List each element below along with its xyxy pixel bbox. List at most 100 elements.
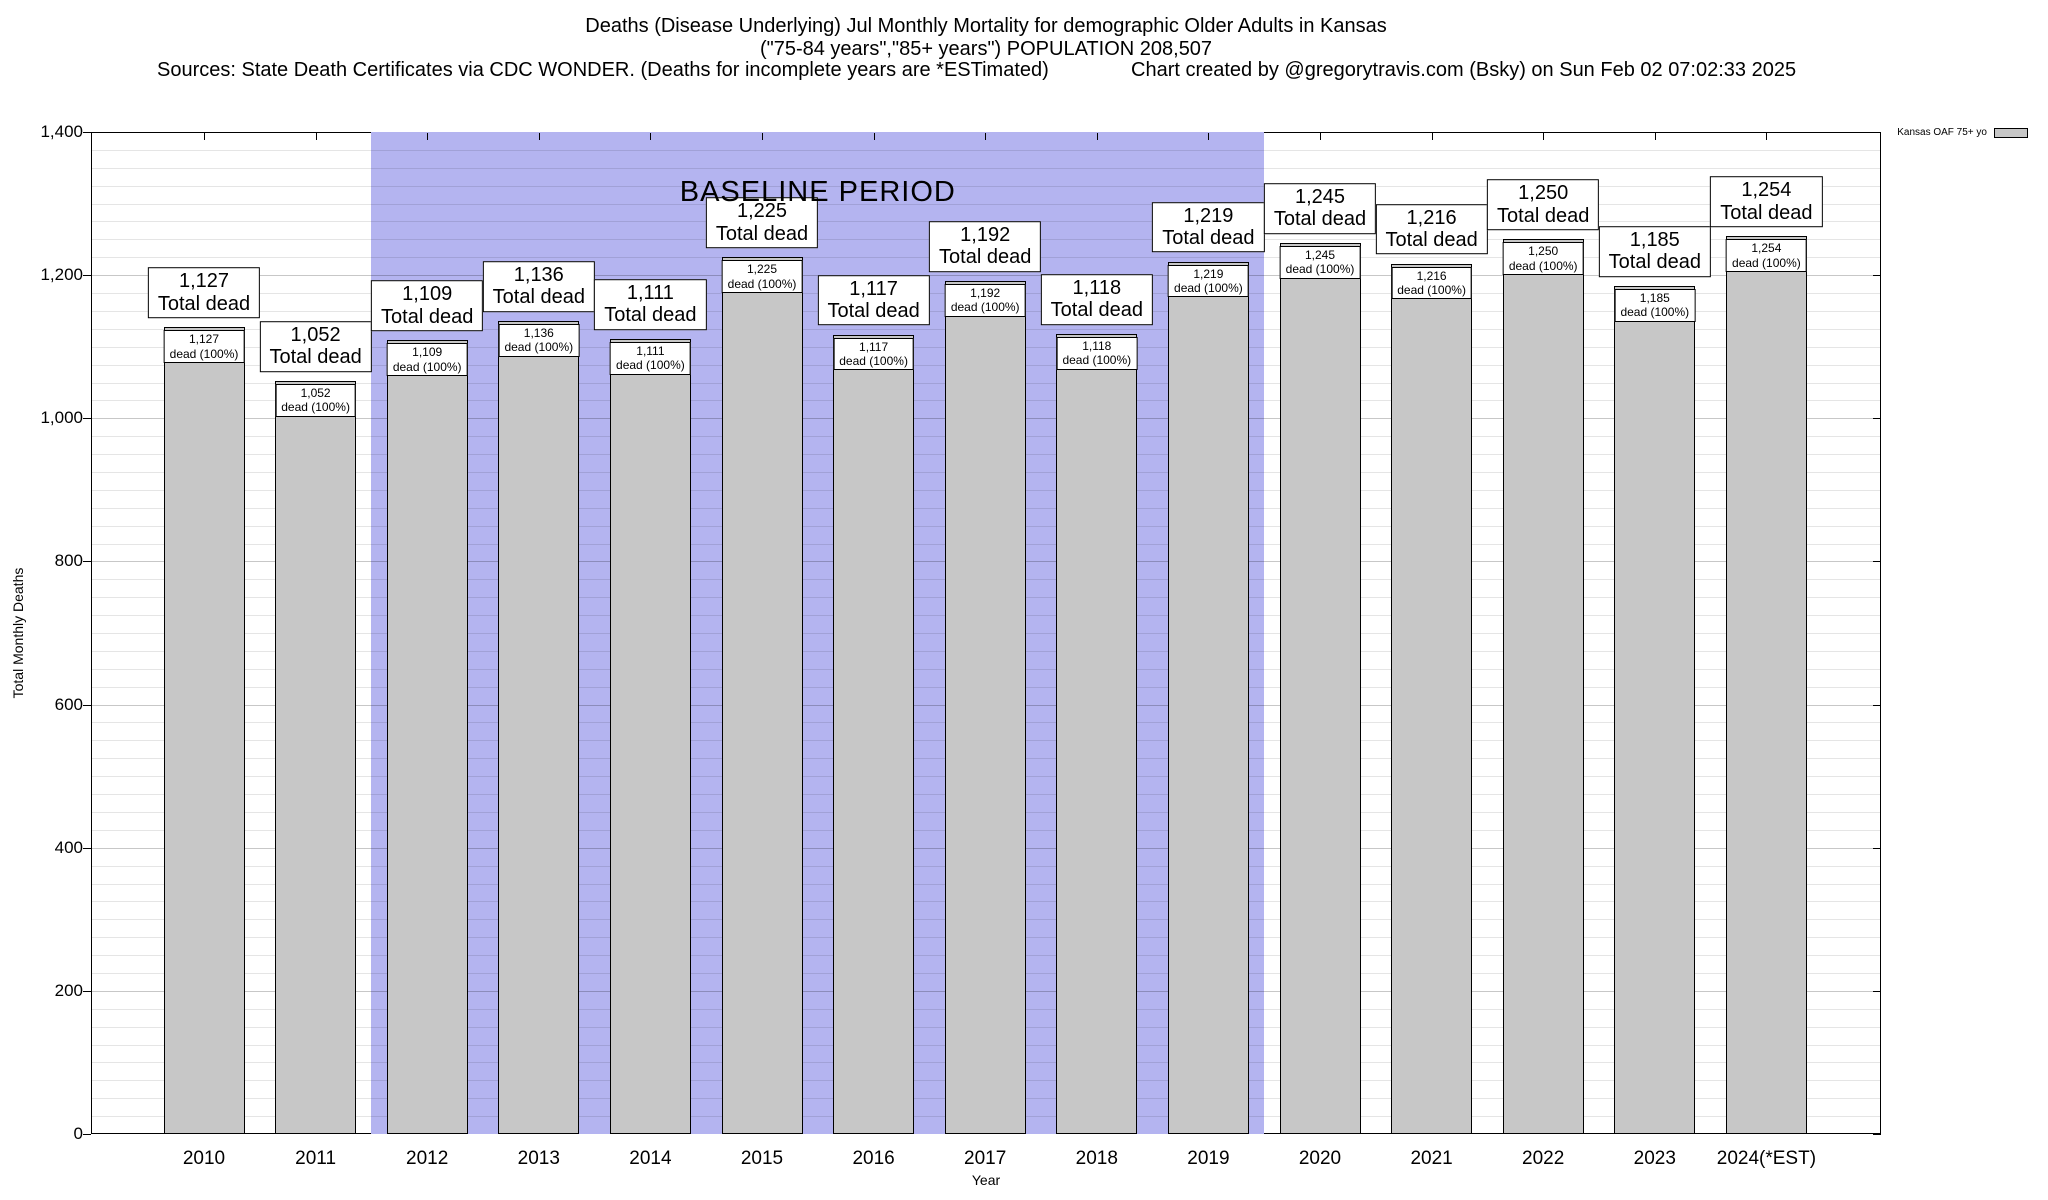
x-tick-mark-top: [873, 133, 875, 140]
bar-inner-value: 1,111: [636, 343, 665, 358]
bar-2023: [1614, 285, 1696, 1134]
bar-2015: [721, 257, 803, 1134]
bar-total-label: 1,250 Total dead: [1487, 179, 1600, 231]
bar-inner-label: 1,219 dead (100%): [1168, 264, 1249, 298]
legend-swatch: [1994, 127, 2028, 138]
bar-inner-value: 1,136: [523, 325, 554, 340]
bar-inner-caption: dead (100%): [504, 340, 574, 355]
x-axis-tick-label: 2014: [629, 1148, 672, 1169]
bar-inner-label: 1,225 dead (100%): [721, 260, 803, 294]
bar-inner-caption: dead (100%): [1062, 353, 1132, 368]
bar-inner-caption: dead (100%): [616, 358, 685, 373]
x-axis-tick-label: 2012: [406, 1148, 449, 1169]
bar-total-caption: Total dead: [1720, 202, 1813, 225]
bar-total-value: 1,118: [1072, 277, 1122, 300]
x-axis-tick-label: 2018: [1075, 1148, 1118, 1169]
bar-inner-caption: dead (100%): [169, 346, 239, 361]
bar-total-label: 1,185 Total dead: [1598, 226, 1711, 277]
bar-inner-value: 1,245: [1304, 247, 1336, 262]
bar-total-caption: Total dead: [715, 222, 809, 245]
bar-total-value: 1,245: [1294, 186, 1346, 209]
x-tick-mark-top: [427, 133, 429, 140]
bar-total-value: 1,109: [402, 283, 453, 306]
bar-total-label: 1,111 Total dead: [594, 279, 707, 330]
y-tick-mark: [83, 704, 91, 706]
bar-total-label: 1,127 Total dead: [147, 267, 261, 319]
bar-total-value: 1,117: [849, 277, 898, 300]
bar-total-label: 1,192 Total dead: [929, 221, 1042, 272]
x-tick-mark-top: [1766, 133, 1768, 140]
legend: Kansas OAF 75+ yo: [1897, 127, 2028, 138]
y-tick-mark: [83, 847, 91, 849]
bar-total-value: 1,250: [1518, 182, 1569, 205]
gridline-minor: [91, 203, 1881, 205]
bar-total-caption: Total dead: [1050, 299, 1143, 322]
bar-inner-value: 1,219: [1193, 266, 1224, 281]
bar-total-value: 1,185: [1629, 229, 1680, 252]
bar-inner-caption: dead (100%): [950, 300, 1020, 315]
x-tick-mark-top: [1208, 133, 1210, 140]
bar-inner-value: 1,250: [1528, 244, 1559, 259]
bar-inner-caption: dead (100%): [839, 353, 908, 368]
bar-total-caption: Total dead: [269, 346, 362, 369]
x-axis-tick-label: 2019: [1187, 1148, 1230, 1169]
bar-total-value: 1,127: [178, 270, 230, 293]
y-axis-tick-label: 200: [54, 980, 83, 1000]
bar-2019: [1167, 261, 1249, 1134]
bar-inner-caption: dead (100%): [727, 276, 797, 291]
x-tick-mark-top: [762, 133, 763, 140]
bar-inner-caption: dead (100%): [1732, 255, 1801, 270]
chart-credit: Chart created by @gregorytravis.com (Bsk…: [1131, 59, 1797, 81]
y-tick-mark: [83, 132, 91, 133]
bar-inner-caption: dead (100%): [392, 359, 462, 374]
x-axis-tick-label: 2020: [1298, 1148, 1342, 1169]
bar-inner-label: 1,254 dead (100%): [1726, 239, 1807, 273]
bar-inner-value: 1,192: [970, 285, 1001, 300]
bar-inner-caption: dead (100%): [1285, 262, 1355, 277]
y-axis-tick-label: 1,200: [40, 265, 83, 285]
bar-inner-caption: dead (100%): [1508, 258, 1578, 273]
gridline-minor: [91, 185, 1881, 187]
x-axis-tick-label: 2011: [295, 1148, 337, 1169]
bar-2022: [1502, 239, 1584, 1134]
gridline-minor: [91, 167, 1881, 169]
bar-inner-value: 1,117: [859, 339, 889, 354]
bar-inner-value: 1,052: [300, 386, 331, 401]
bar-inner-label: 1,109 dead (100%): [386, 343, 468, 377]
bar-inner-value: 1,118: [1082, 338, 1112, 353]
y-axis-tick-label: 400: [54, 837, 83, 857]
bar-total-label: 1,117 Total dead: [817, 274, 930, 326]
x-axis-tick-label: 2013: [517, 1148, 560, 1169]
bar-2024(*EST): [1725, 236, 1807, 1134]
bar-2018: [1056, 333, 1138, 1134]
bar-2021: [1391, 263, 1473, 1134]
bar-inner-caption: dead (100%): [281, 400, 350, 415]
bar-total-value: 1,111: [626, 282, 674, 305]
y-tick-mark-right: [1873, 132, 1881, 133]
bar-inner-caption: dead (100%): [1397, 283, 1466, 298]
bar-total-caption: Total dead: [1497, 204, 1590, 227]
baseline-period-label: BASELINE PERIOD: [679, 176, 956, 208]
bar-inner-label: 1,111 dead (100%): [610, 341, 691, 375]
x-tick-mark-top: [650, 133, 652, 140]
bar-total-value: 1,052: [290, 324, 341, 347]
y-tick-mark-right: [1873, 418, 1881, 420]
x-axis-title: Year: [971, 1172, 1001, 1188]
x-tick-mark-top: [1096, 133, 1098, 140]
y-axis-tick-label: 1,400: [40, 122, 83, 141]
y-axis-tick-label: 800: [54, 551, 83, 571]
bar-total-label: 1,109 Total dead: [371, 280, 484, 332]
bar-total-value: 1,254: [1741, 179, 1792, 202]
y-tick-mark-right: [1873, 561, 1881, 563]
y-tick-mark: [83, 275, 91, 277]
bar-total-label: 1,216 Total dead: [1375, 203, 1488, 255]
y-tick-mark: [83, 990, 91, 992]
bar-inner-label: 1,250 dead (100%): [1502, 242, 1584, 276]
bar-2016: [833, 334, 915, 1134]
y-tick-mark-right: [1873, 275, 1881, 277]
bar-total-caption: Total dead: [157, 292, 251, 315]
bar-total-label: 1,136 Total dead: [482, 261, 595, 312]
bar-inner-label: 1,127 dead (100%): [163, 330, 245, 364]
y-tick-mark-right: [1873, 704, 1881, 706]
